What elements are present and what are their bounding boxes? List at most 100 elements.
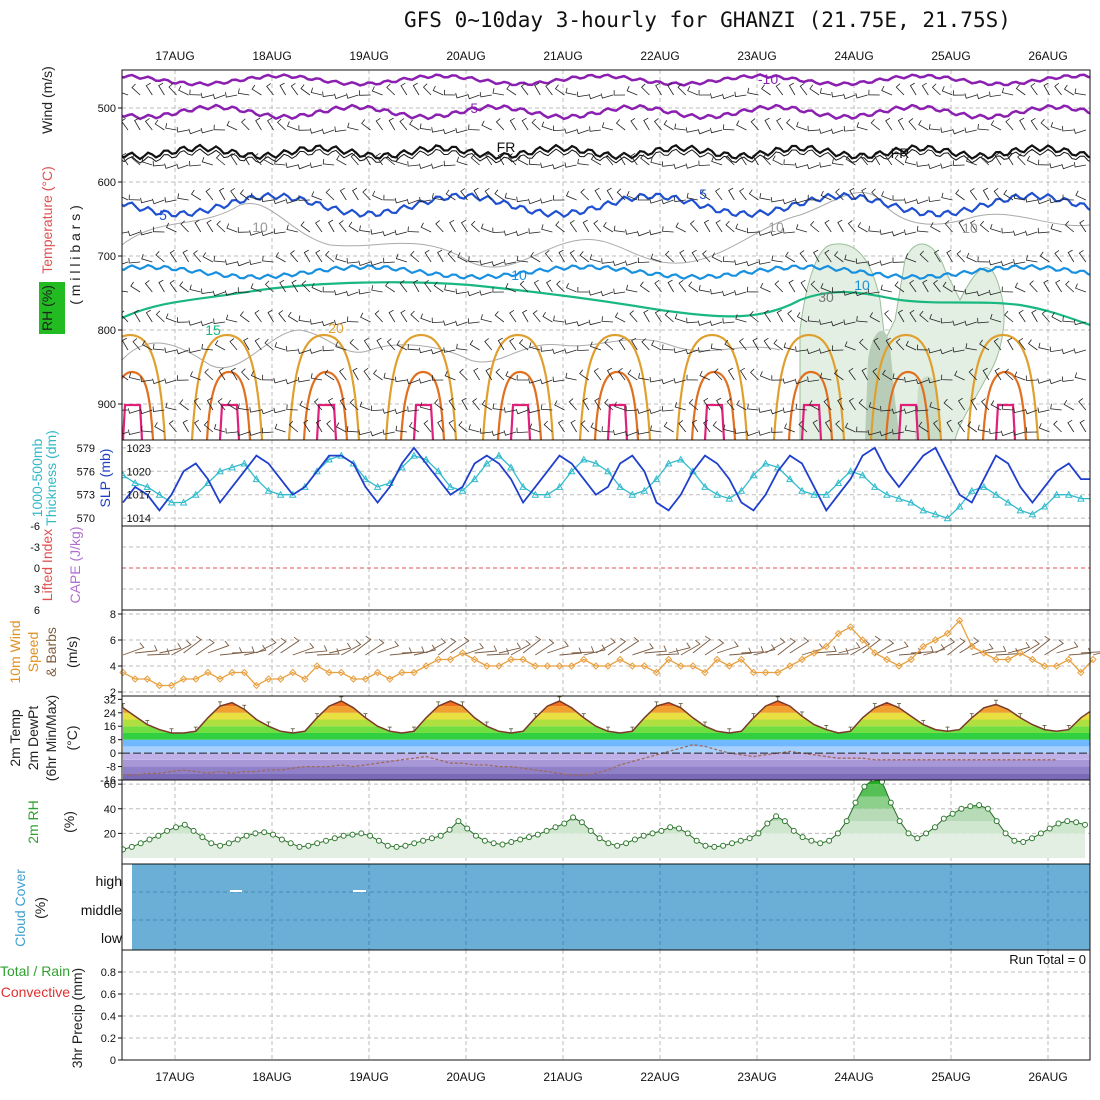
rh-band [123, 784, 1085, 797]
upper-wind-barb [394, 229, 408, 236]
upper-wind-barb [613, 288, 626, 295]
upper-wind-barb [1050, 121, 1062, 131]
upper-wind-barb [382, 230, 395, 237]
upper-wind-barb [799, 250, 808, 263]
upper-wind-barb [661, 161, 674, 167]
upper-wind-barb [664, 250, 674, 263]
upper-wind-barb [884, 310, 893, 323]
upper-wind-barb [456, 156, 468, 166]
precip-legend-convective: Convective [1, 984, 70, 1000]
thickness-marker [167, 498, 176, 506]
upper-wind-barb [823, 398, 832, 411]
upper-wind-barb [627, 369, 638, 381]
upper-wind-barb [589, 126, 601, 132]
upper-wind-barb [626, 191, 638, 201]
rh2m-panel: 60 40 20 2m RH (%) [25, 779, 1091, 865]
thickness-marker [264, 486, 273, 494]
upper-wind-barb [193, 250, 202, 263]
thickness-marker [179, 498, 188, 506]
rh-marker [1055, 820, 1062, 827]
thickness-marker [482, 459, 491, 467]
rh-marker [570, 814, 577, 821]
wind10-grid [122, 610, 1090, 696]
upper-wind-barb [164, 347, 177, 353]
upper-wind-barb [515, 408, 529, 415]
rh-marker [940, 815, 947, 822]
upper-wind-barb [677, 83, 687, 96]
upper-wind-barb [241, 368, 250, 381]
upper-wind-barb [386, 83, 396, 96]
upper-wind-barb [546, 279, 553, 293]
upper-wind-barb [1007, 337, 1014, 351]
upper-wind-barb [298, 125, 310, 131]
upper-wind-barb [217, 398, 226, 411]
upper-wind-barb [503, 230, 517, 236]
wind10-marker [713, 655, 721, 664]
temp-band [123, 773, 1090, 780]
thickness-marker [228, 463, 236, 471]
upper-wind-barb [1079, 219, 1087, 233]
upper-wind-barb [649, 408, 662, 415]
upper-wind-barb [400, 82, 408, 96]
upper-wind-barb [637, 230, 650, 237]
upper-wind-barb [315, 219, 323, 233]
wind10-marker [834, 629, 843, 638]
upper-wind-barb [564, 348, 577, 354]
upper-wind-barb [930, 222, 941, 233]
upper-wind-barb [952, 320, 965, 326]
slp-ticks: 579 576 573 570 1023 1020 1017 1014 [77, 443, 151, 525]
upper-wind-barb [1025, 375, 1038, 381]
upper-wind-barb [626, 284, 638, 293]
upper-wind-barb [880, 284, 892, 293]
wind10-marker [398, 668, 406, 677]
rh-marker [879, 780, 885, 785]
upper-wind-barb [686, 192, 698, 201]
upper-wind-barb [484, 187, 493, 201]
upper-wind-barb [640, 154, 650, 166]
upper-wind-barb [761, 84, 771, 96]
upper-wind-barb [796, 121, 808, 131]
wind10-marker [628, 662, 637, 670]
upper-wind-barb [956, 250, 965, 263]
upper-wind-barb [273, 407, 286, 414]
upper-wind-barb [763, 337, 771, 351]
upper-wind-barb [481, 120, 492, 131]
upper-wind-barb [315, 249, 323, 263]
wind10-marker [664, 655, 673, 664]
upper-wind-barb [1040, 118, 1050, 131]
y-axis-label: Cloud Cover [12, 869, 28, 947]
thickness-marker [992, 490, 1000, 498]
rh-marker [446, 826, 453, 833]
upper-wind-barb [250, 370, 262, 381]
upper-wind-barb [748, 189, 759, 201]
upper-wind-barb [580, 420, 590, 433]
thickness-marker [701, 482, 709, 490]
upper-wind-barb [1043, 279, 1050, 293]
rh-marker [287, 840, 294, 847]
upper-wind-barb [178, 85, 189, 96]
upper-wind-barb [843, 126, 856, 132]
thickness-marker [870, 482, 879, 490]
y-axis-label: (°C) [64, 725, 80, 750]
upper-wind-barb [1037, 198, 1050, 205]
upper-wind-barb [858, 398, 868, 411]
upper-wind-barb [399, 118, 408, 131]
wind10-marker [143, 675, 152, 683]
rh-marker [146, 836, 153, 843]
upper-wind-barb [783, 159, 795, 166]
wind10-barb [862, 635, 881, 654]
wind10-barb [280, 636, 300, 654]
upper-wind-barb [771, 255, 783, 263]
rh-marker [578, 819, 585, 826]
upper-wind-barb [870, 118, 881, 131]
wind10-barb [753, 644, 776, 656]
upper-wind-barb [746, 260, 759, 267]
upper-wind-barb [631, 337, 638, 351]
upper-wind-barb [614, 312, 626, 323]
upper-wind-barb [122, 117, 129, 131]
upper-wind-barb [374, 310, 383, 323]
upper-wind-barb [976, 93, 990, 100]
upper-wind-barb [703, 219, 711, 233]
upper-wind-barb [782, 407, 795, 413]
rh-marker [1037, 830, 1044, 837]
